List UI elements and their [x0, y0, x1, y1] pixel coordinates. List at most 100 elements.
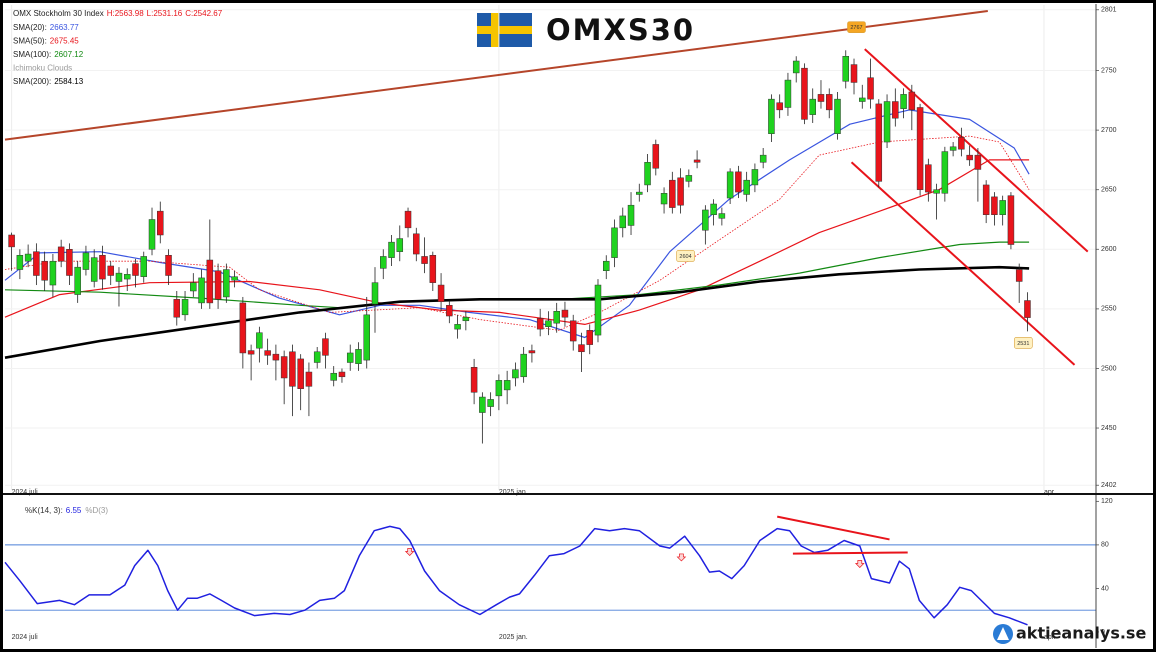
price-annotation: [847, 21, 866, 33]
candle-body: [239, 302, 247, 354]
candle-body: [644, 162, 651, 186]
legend-entry: SMA(20): 2663.77: [13, 23, 79, 32]
candle-body: [561, 309, 569, 318]
candle-body: [925, 164, 932, 193]
candle-body: [669, 179, 676, 208]
candle-body: [66, 249, 73, 276]
candle-body: [413, 233, 420, 255]
ohlc-label: C:2542.67: [185, 9, 222, 18]
legend-name: SMA(200):: [13, 77, 51, 86]
ohlc-label: H:2563.98: [107, 9, 144, 18]
candle-body: [363, 314, 370, 361]
candle-body: [545, 320, 552, 327]
legend-entry: SMA(50): 2675.45: [13, 37, 79, 46]
candle-body: [487, 399, 494, 407]
candle-body: [801, 67, 808, 120]
y-tick-label: 80: [1101, 542, 1109, 549]
candle-body: [685, 175, 693, 182]
candle-body: [388, 241, 395, 258]
candle-body: [181, 299, 189, 316]
candle-body: [479, 396, 486, 413]
candle-body: [735, 171, 742, 193]
candle-body: [512, 369, 519, 379]
candle-body: [627, 204, 635, 226]
candle-body: [850, 64, 858, 83]
candle-body: [636, 191, 643, 195]
candle-body: [99, 254, 106, 280]
candle-body: [578, 344, 585, 353]
legend-name: SMA(50):: [13, 37, 47, 46]
candle-body: [1024, 300, 1031, 318]
y-tick-label: 2550: [1101, 306, 1117, 313]
legend-name: SMA(20):: [13, 23, 47, 32]
candle-body: [842, 55, 850, 82]
candle-body: [90, 257, 98, 282]
candle-body: [569, 320, 577, 342]
candle-body: [157, 210, 164, 236]
candle-body: [809, 98, 816, 115]
x-tick-label: 2024 juli: [12, 634, 39, 641]
y-tick-label: 2500: [1101, 365, 1117, 372]
legend-name: %D(3): [85, 506, 108, 515]
candle-body: [726, 171, 734, 199]
sweden-flag: [477, 13, 532, 47]
candle-body: [784, 79, 792, 108]
candle-body: [198, 277, 205, 304]
candle-body: [900, 94, 907, 109]
candle-body: [462, 316, 470, 322]
ohlc-label: L:2531.16: [147, 9, 183, 18]
candle-body: [470, 367, 478, 393]
candle-body: [916, 107, 924, 190]
candle-body: [743, 179, 750, 195]
candle-body: [272, 353, 280, 361]
signal-arrow: [404, 548, 415, 556]
candle-body: [49, 260, 57, 286]
candle-body: [429, 254, 437, 283]
candle-body: [611, 227, 618, 258]
price-annotation: [676, 250, 695, 262]
legend-entry: Ichimoku Clouds: [13, 64, 72, 73]
candle-body: [958, 137, 965, 150]
candle-body: [214, 270, 222, 300]
candle-body: [503, 380, 511, 391]
candle-body: [966, 154, 973, 161]
candle-body: [330, 372, 337, 381]
candle-body: [982, 184, 990, 215]
candle-body: [148, 219, 156, 250]
y-tick-label: 2600: [1101, 246, 1117, 253]
y-tick-label: 2450: [1101, 425, 1117, 432]
candle-body: [396, 238, 404, 252]
trendline: [792, 551, 908, 555]
candle-body: [380, 256, 387, 269]
candle-body: [107, 265, 114, 276]
candle-body: [834, 98, 841, 134]
candle-body: [421, 256, 428, 264]
legend-name: SMA(100):: [13, 50, 51, 59]
candle-body: [24, 253, 32, 262]
signal-arrow: [854, 560, 865, 568]
candle-body: [718, 213, 726, 219]
x-tick-label: apr.: [1044, 489, 1056, 496]
candle-body: [280, 356, 288, 379]
candle-body: [702, 209, 709, 231]
price-annotation-label: 2767: [850, 25, 862, 31]
chart-title: OMXS30: [546, 13, 695, 47]
candle-body: [231, 276, 238, 281]
legend-entry: %K(14, 3): 6.55 %D(3): [25, 506, 108, 515]
y-tick-label: 2801: [1101, 7, 1117, 14]
candle-body: [792, 60, 800, 74]
legend-value: 6.55: [66, 506, 82, 515]
candle-body: [322, 338, 329, 356]
candle-body: [528, 350, 536, 354]
candle-body: [776, 102, 783, 111]
trendline: [850, 161, 1076, 366]
y-tick-label: 2700: [1101, 127, 1117, 134]
candle-body: [859, 97, 866, 102]
candle-body: [553, 311, 560, 324]
indicator-line: [4, 135, 1030, 331]
candle-body: [867, 77, 874, 100]
logo-icon-mark: [997, 627, 1009, 640]
candle-body: [768, 98, 775, 134]
y-tick-label: 2750: [1101, 67, 1117, 74]
